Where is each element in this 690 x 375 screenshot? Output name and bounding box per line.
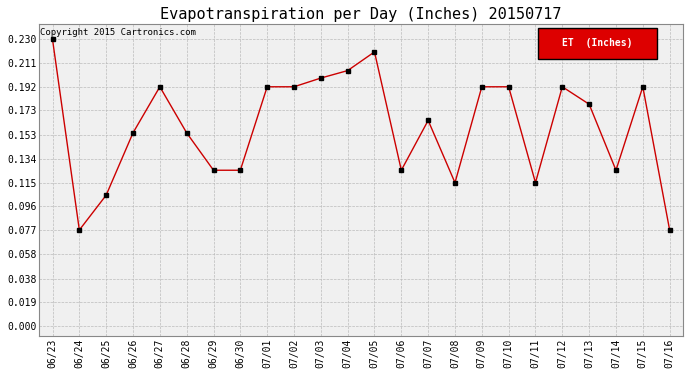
Text: Copyright 2015 Cartronics.com: Copyright 2015 Cartronics.com (41, 28, 196, 37)
FancyBboxPatch shape (538, 28, 658, 59)
Title: Evapotranspiration per Day (Inches) 20150717: Evapotranspiration per Day (Inches) 2015… (160, 7, 562, 22)
Text: ET  (Inches): ET (Inches) (562, 38, 633, 48)
